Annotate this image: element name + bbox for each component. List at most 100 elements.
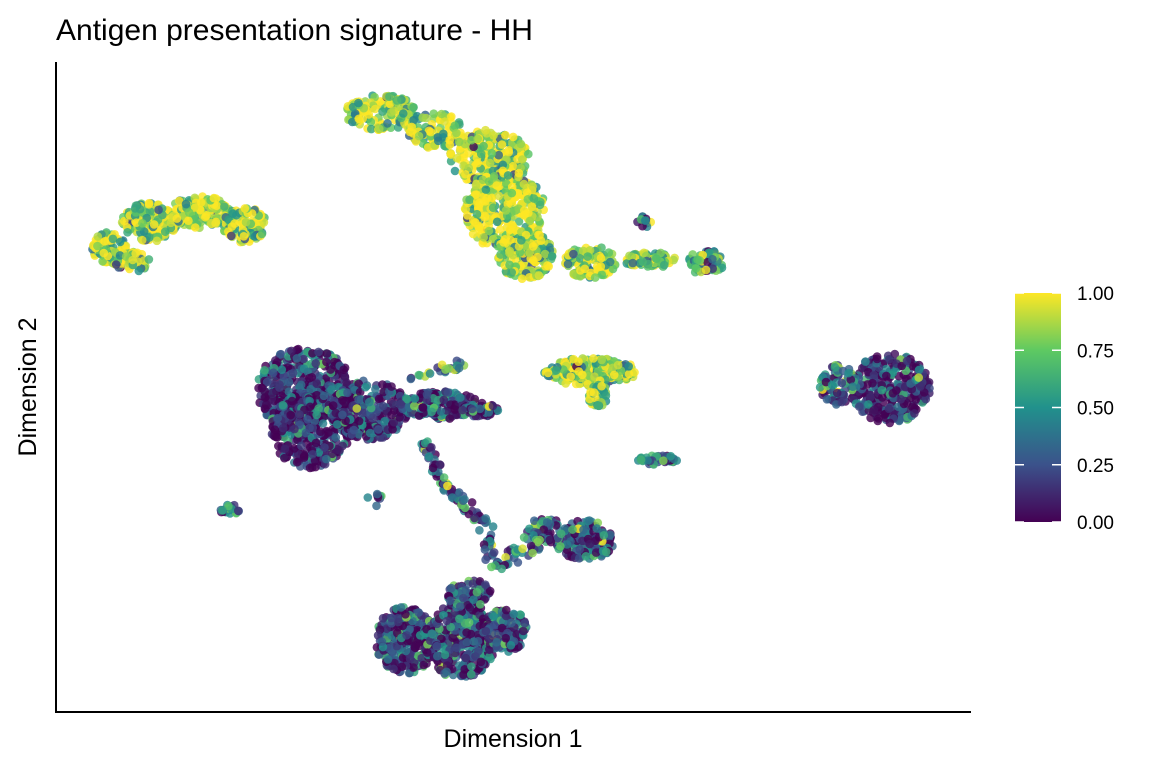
data-point (902, 356, 912, 366)
data-point (458, 405, 467, 415)
data-point (316, 427, 325, 437)
data-point (462, 628, 471, 637)
data-point (884, 404, 894, 414)
data-point (476, 657, 486, 667)
data-point (446, 150, 456, 159)
data-point (367, 124, 376, 134)
data-point (402, 631, 411, 640)
data-point (389, 417, 399, 427)
data-point (527, 202, 537, 212)
data-point (485, 586, 495, 596)
data-point (383, 655, 393, 664)
data-point (525, 216, 535, 226)
data-point (99, 248, 109, 258)
data-point (473, 134, 483, 144)
data-point (516, 139, 526, 149)
data-point (916, 382, 925, 391)
data-point (389, 664, 398, 674)
data-point (111, 260, 121, 269)
data-point (121, 252, 131, 261)
data-point (338, 396, 347, 405)
data-point (497, 140, 507, 149)
data-point (574, 554, 584, 563)
data-point (460, 665, 470, 674)
data-point (227, 222, 237, 231)
data-point (414, 131, 424, 141)
data-point (385, 92, 394, 101)
data-point (503, 171, 513, 180)
data-point (184, 216, 193, 225)
data-point (489, 131, 498, 140)
data-point (437, 109, 446, 119)
data-point (93, 241, 102, 251)
data-point (311, 359, 321, 368)
data-point (447, 583, 456, 593)
data-point (468, 229, 478, 239)
data-point (580, 264, 590, 274)
data-point (467, 498, 477, 507)
chart-title: Antigen presentation signature - HH (56, 14, 533, 47)
data-point (872, 352, 882, 361)
data-point (115, 237, 125, 247)
data-point (638, 257, 647, 267)
data-point (443, 388, 453, 397)
data-point (354, 379, 364, 389)
data-point (485, 158, 495, 168)
data-point (190, 203, 200, 212)
data-point (365, 428, 375, 438)
data-point (439, 395, 449, 405)
data-point (529, 194, 539, 203)
data-point (427, 629, 437, 638)
data-point (414, 608, 424, 617)
data-point (312, 379, 322, 389)
data-point (320, 443, 329, 452)
data-point (339, 365, 349, 375)
data-point (364, 110, 374, 119)
data-point (708, 264, 717, 274)
data-point (465, 603, 475, 612)
data-point (479, 233, 489, 242)
data-point (450, 405, 460, 414)
data-point (888, 389, 898, 398)
data-point (273, 433, 282, 442)
data-point (585, 539, 595, 549)
data-point (450, 166, 460, 176)
data-point (286, 410, 296, 420)
data-point (640, 216, 650, 225)
data-point (420, 438, 430, 448)
data-point (480, 211, 490, 221)
data-point (481, 580, 490, 589)
data-point (590, 273, 600, 282)
data-point (488, 203, 498, 212)
data-point (501, 633, 511, 643)
data-point (310, 456, 320, 466)
data-point (144, 255, 154, 264)
data-point (433, 651, 442, 661)
data-point (396, 399, 406, 409)
data-point (459, 593, 468, 603)
data-point (596, 253, 606, 263)
data-point (515, 610, 525, 619)
data-point (604, 248, 614, 257)
data-point (520, 206, 529, 215)
data-point (349, 425, 359, 435)
data-point (489, 548, 499, 557)
data-point (409, 663, 418, 672)
data-point (628, 258, 638, 268)
data-point (589, 388, 599, 397)
data-point (326, 365, 335, 374)
data-point (489, 612, 498, 621)
data-point (574, 367, 584, 376)
data-point (467, 662, 476, 671)
data-point (423, 143, 433, 152)
data-point (481, 125, 490, 135)
data-point (352, 404, 362, 413)
data-point (385, 99, 395, 109)
data-point (536, 236, 546, 245)
data-point (910, 409, 919, 418)
data-point (542, 518, 552, 527)
data-point (467, 404, 477, 414)
data-point (528, 182, 537, 191)
data-point (569, 269, 578, 278)
data-point (489, 620, 499, 630)
